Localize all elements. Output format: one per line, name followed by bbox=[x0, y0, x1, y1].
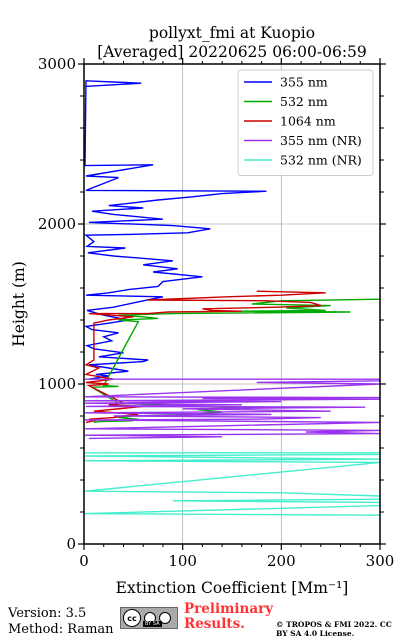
y-tick-label: 1000 bbox=[38, 375, 76, 393]
legend-label: 355 nm (NR) bbox=[280, 133, 362, 148]
x-tick-label: 200 bbox=[267, 552, 296, 570]
badge-label-icon: BY SA bbox=[143, 621, 162, 627]
y-tick-label: 2000 bbox=[38, 215, 76, 233]
series-line-0 bbox=[84, 80, 267, 380]
x-axis-label: Extinction Coefficient [Mm⁻¹] bbox=[116, 579, 349, 597]
series-line-3 bbox=[84, 378, 380, 440]
preliminary-notice: Preliminary Results. bbox=[184, 601, 274, 632]
y-tick-label: 3000 bbox=[38, 55, 76, 73]
legend: 355 nm 532 nm 1064 nm 355 nm (NR) 532 nm (NR… bbox=[237, 69, 374, 176]
y-tick-label: 0 bbox=[66, 535, 76, 553]
version-label: Version: 3.5 bbox=[8, 606, 87, 621]
x-tick-label: 300 bbox=[366, 552, 395, 570]
legend-label: 1064 nm bbox=[280, 114, 336, 129]
copyright-notice: © TROPOS & FMI 2022. CC BY SA 4.0 Licens… bbox=[276, 620, 392, 638]
legend-box bbox=[237, 69, 374, 176]
chart-title: pollyxt_fmi at Kuopio bbox=[149, 24, 315, 42]
x-tick-label: 0 bbox=[79, 552, 89, 570]
legend-label: 532 nm bbox=[280, 94, 328, 109]
sa-icon bbox=[159, 612, 171, 624]
legend-label: 355 nm bbox=[280, 75, 328, 90]
cc-license-logo: cc BY SA bbox=[120, 607, 178, 629]
plot-series-group bbox=[84, 80, 380, 516]
plot-frame bbox=[83, 63, 381, 545]
legend-label: 532 nm (NR) bbox=[280, 153, 362, 168]
y-axis-label: Height (m) bbox=[10, 261, 28, 347]
series-line-2 bbox=[84, 290, 326, 424]
method-label: Method: Raman bbox=[8, 622, 114, 637]
x-tick-label: 100 bbox=[168, 552, 197, 570]
series-line-4 bbox=[84, 452, 380, 516]
cc-icon: cc bbox=[123, 609, 141, 627]
chart-subtitle: [Averaged] 20220625 06:00-06:59 bbox=[97, 43, 367, 61]
